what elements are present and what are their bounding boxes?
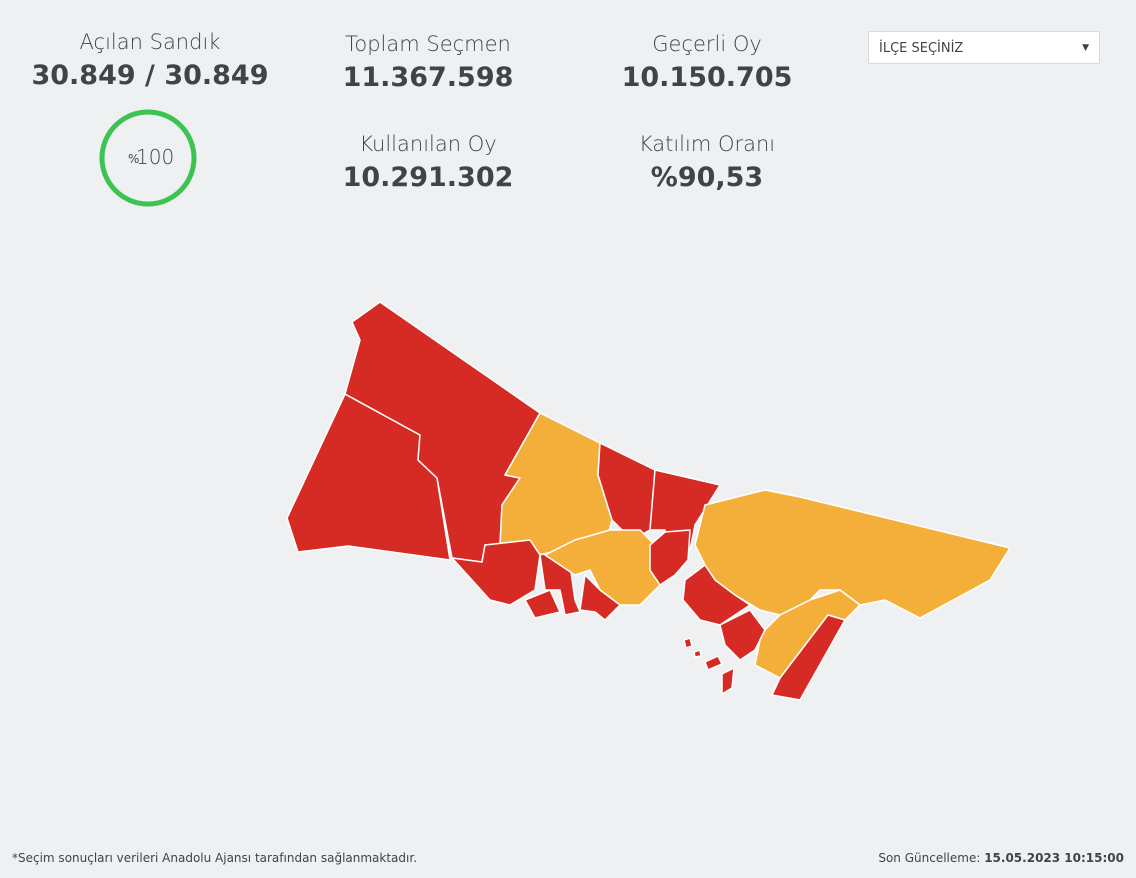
- district: [544, 529, 661, 606]
- ring-prefix: %: [128, 152, 139, 166]
- select-label: İLÇE SEÇİNİZ: [879, 41, 964, 56]
- ring-arc: [99, 109, 197, 207]
- ring-value: 100: [136, 145, 174, 169]
- footer-note: *Seçim sonuçları verileri Anadolu Ajansı…: [12, 851, 418, 865]
- island: [683, 637, 693, 649]
- stat-value: 10.150.705: [621, 62, 793, 93]
- stat: Kullanılan Oy 10.291.302: [298, 132, 558, 193]
- district-select[interactable]: İLÇE SEÇİNİZ ▼: [868, 31, 1100, 64]
- stat-value: 30.849 / 30.849: [31, 60, 269, 91]
- stat: Katılım Oranı %90,53: [577, 132, 837, 193]
- district: [597, 442, 656, 541]
- district: [649, 469, 721, 556]
- stat-label: Açılan Sandık: [79, 30, 221, 54]
- district: [539, 549, 581, 616]
- stat: Açılan Sandık 30.849 / 30.849: [20, 30, 280, 91]
- stat-label: Kullanılan Oy: [359, 132, 497, 156]
- district: [524, 589, 561, 619]
- stat-value: 11.367.598: [342, 62, 514, 93]
- footer-updated: Son Güncelleme: 15.05.2023 10:15:00: [878, 851, 1124, 865]
- district: [579, 574, 621, 621]
- district: [344, 301, 541, 563]
- island: [693, 649, 702, 658]
- district: [649, 529, 691, 586]
- district: [754, 589, 861, 679]
- stat: Geçerli Oy 10.150.705: [577, 32, 837, 93]
- district: [694, 489, 1011, 619]
- stat: Toplam Seçmen 11.367.598: [298, 32, 558, 93]
- updated-value: 15.05.2023 10:15:00: [984, 851, 1124, 865]
- district: [719, 609, 766, 661]
- district: [499, 412, 613, 556]
- stat-label: Katılım Oranı: [638, 132, 776, 156]
- district: [682, 564, 751, 626]
- district: [451, 539, 541, 606]
- island: [704, 655, 723, 671]
- island: [721, 667, 735, 695]
- stat-label: Geçerli Oy: [652, 32, 762, 56]
- stat-label: Toplam Seçmen: [345, 32, 511, 56]
- district: [771, 614, 846, 701]
- updated-label: Son Güncelleme:: [878, 851, 981, 865]
- district: [286, 393, 451, 561]
- stat-value: %90,53: [650, 162, 764, 193]
- progress-ring: % 100: [99, 109, 197, 207]
- select-arrow: ▼: [1082, 43, 1089, 53]
- stat-value: 10.291.302: [342, 162, 514, 193]
